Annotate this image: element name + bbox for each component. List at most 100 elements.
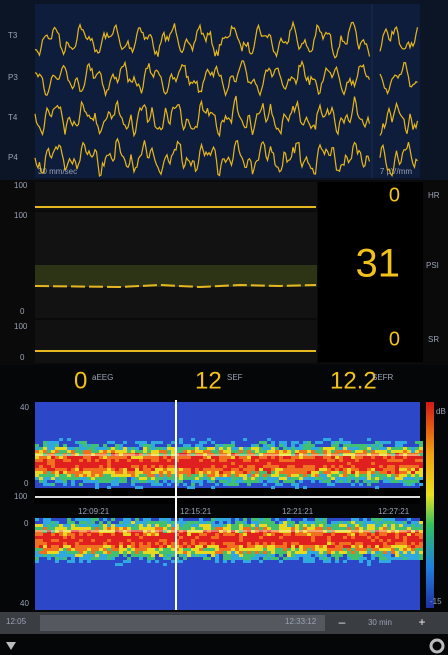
spectrogram-cell (327, 539, 331, 542)
spectrogram-cell (279, 524, 283, 527)
axis-label: 0 (24, 479, 29, 488)
spectrogram-cell (215, 557, 219, 560)
spectrogram-cell (91, 468, 95, 471)
spectrogram-cell (391, 536, 395, 539)
spectrogram-cell (287, 554, 291, 557)
spectrogram-cell (83, 480, 87, 483)
spectrogram-cell (139, 474, 143, 477)
spectrogram-cell (295, 533, 299, 536)
spectrogram-cell (59, 465, 63, 468)
spectrogram-cell (263, 554, 267, 557)
spectrogram-cell (375, 527, 379, 530)
spectrogram-cell (419, 459, 423, 462)
spectrogram-cell (103, 444, 107, 447)
spectrogram-cell (275, 465, 279, 468)
spectrogram-cell (171, 539, 175, 542)
spectrogram-cell (51, 459, 55, 462)
spectrogram-cell (299, 524, 303, 527)
spectrogram-cell (343, 545, 347, 548)
zoom-out[interactable]: – (339, 615, 346, 629)
spectrogram-cell (127, 474, 131, 477)
spectrogram-cell (203, 551, 207, 554)
spectrogram-cell (319, 521, 323, 524)
spectrogram-cell (75, 539, 79, 542)
spectrogram-cell (123, 462, 127, 465)
spectrogram-cell (279, 536, 283, 539)
spectrogram-cell (311, 536, 315, 539)
spectrogram-cell (131, 465, 135, 468)
zoom-in[interactable]: + (418, 615, 425, 629)
spectrogram-cell (271, 539, 275, 542)
spectrogram-cell (67, 521, 71, 524)
spectrogram-cell (331, 444, 335, 447)
spectrogram-cell (267, 459, 271, 462)
spectrogram-cell (227, 468, 231, 471)
spectrogram-cell (179, 456, 183, 459)
spectrogram-cell (111, 542, 115, 545)
spectrogram-cell (183, 533, 187, 536)
spectrogram-cell (235, 483, 239, 486)
spectrogram-cell (367, 468, 371, 471)
spectrogram-cell (99, 468, 103, 471)
spectrogram-cell (267, 474, 271, 477)
spectrogram-cell (323, 557, 327, 560)
spectrogram-cell (395, 480, 399, 483)
spectrogram-cell (303, 447, 307, 450)
spectrogram-cell (395, 477, 399, 480)
spectrogram-cell (43, 471, 47, 474)
spectrogram-cell (63, 539, 67, 542)
timeline-track[interactable] (40, 615, 325, 631)
spectrogram-cell (243, 524, 247, 527)
spectrogram-cell (43, 459, 47, 462)
spectrogram-cell (355, 539, 359, 542)
spectrogram-cell (131, 471, 135, 474)
spectrogram-cell (235, 554, 239, 557)
spectrogram-cell (183, 527, 187, 530)
spectrogram-cell (251, 521, 255, 524)
spectrogram-cell (203, 441, 207, 444)
spectrogram-cell (331, 524, 335, 527)
spectrogram-cell (383, 533, 387, 536)
spectrogram-cell (379, 465, 383, 468)
spectrogram-cell (87, 524, 91, 527)
spectrogram-cell (167, 483, 171, 486)
spectrogram-cell (143, 471, 147, 474)
spectrogram-cell (375, 444, 379, 447)
spectrogram-cell (291, 456, 295, 459)
spectrogram-cell (355, 450, 359, 453)
spectrogram-cell (103, 518, 107, 521)
spectrogram-cell (103, 524, 107, 527)
spectrogram-cell (375, 521, 379, 524)
spectrogram-cell (391, 545, 395, 548)
spectrogram-cell (183, 468, 187, 471)
spectrogram-cell (271, 554, 275, 557)
spectrogram-cell (171, 462, 175, 465)
spectrogram-cell (315, 554, 319, 557)
spectrogram-cell (403, 477, 407, 480)
spectrogram-cell (131, 462, 135, 465)
spectrogram-cell (387, 554, 391, 557)
spectrogram-cell (51, 441, 55, 444)
spectrogram-cell (403, 521, 407, 524)
spectrogram-cell (187, 539, 191, 542)
spectrogram-cell (283, 471, 287, 474)
spectrogram-cell (359, 521, 363, 524)
spectrogram-cell (391, 539, 395, 542)
spectrogram-cell (267, 554, 271, 557)
spectrogram-cell (299, 468, 303, 471)
spectrogram-cell (267, 444, 271, 447)
spectrogram-cell (207, 474, 211, 477)
spectrogram-cell (271, 444, 275, 447)
spectrogram-cell (399, 477, 403, 480)
spectrogram-cell (343, 474, 347, 477)
spectrogram-cell (279, 441, 283, 444)
spectrogram-cell (419, 536, 423, 539)
spectrogram-cell (339, 548, 343, 551)
spectrogram-cell (367, 551, 371, 554)
spectrogram-cell (59, 438, 63, 441)
spectrogram-cell (335, 554, 339, 557)
spectrogram-cell (399, 447, 403, 450)
spectrogram-cell (411, 539, 415, 542)
spectrogram-cell (187, 474, 191, 477)
spectrogram-cell (107, 450, 111, 453)
